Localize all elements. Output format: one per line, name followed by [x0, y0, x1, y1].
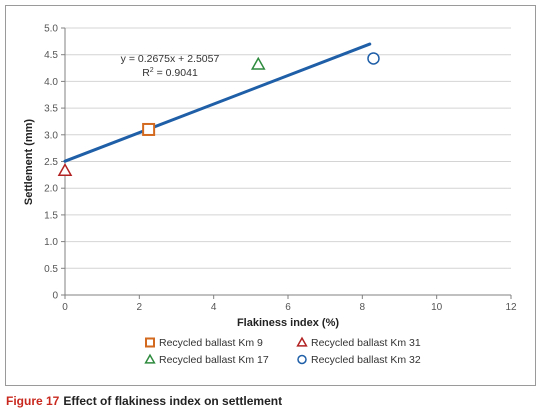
x-tick-labels: 0 2 4 6 8 10 12 — [62, 295, 517, 313]
x-axis-label: Flakiness index (%) — [237, 317, 339, 329]
y-tick-label: 2.5 — [44, 157, 58, 168]
chart: 0 0.5 1.0 1.5 2.0 2.5 3.0 3.5 4.0 4.5 5.0 0 2 4 6 8 10 1… — [23, 24, 517, 367]
x-tick-label: 2 — [137, 302, 143, 313]
x-tick-label: 8 — [360, 302, 366, 313]
r-squared-label: R2 = 0.9041 — [142, 67, 198, 79]
legend-label: Recycled ballast Km 17 — [159, 354, 269, 366]
legend-marker-triangle — [296, 336, 308, 347]
trendline-equation: y = 0.2675x + 2.5057 — [121, 53, 220, 65]
figure-caption: Figure 17 Effect of flakiness index on se… — [6, 394, 282, 408]
y-tick-label: 4.5 — [44, 50, 58, 61]
y-tick-label: 0.5 — [44, 264, 58, 275]
y-tick-label: 5.0 — [44, 24, 58, 35]
x-tick-label: 6 — [285, 302, 291, 313]
legend: Recycled ballast Km 9 Recycled ballast Km… — [144, 336, 421, 366]
data-point-square — [142, 122, 156, 136]
data-point-circle — [367, 52, 380, 65]
trendline — [63, 42, 372, 163]
x-tick-label: 12 — [505, 302, 517, 313]
y-tick-label: 1.0 — [44, 237, 58, 248]
legend-label: Recycled ballast Km 9 — [159, 337, 263, 349]
y-tick-label: 0 — [52, 291, 58, 302]
legend-marker-circle — [297, 354, 307, 365]
x-tick-label: 10 — [431, 302, 443, 313]
y-tick-labels: 0 0.5 1.0 1.5 2.0 2.5 3.0 3.5 4.0 4.5 5.0 — [44, 24, 58, 302]
legend-label: Recycled ballast Km 32 — [311, 354, 421, 366]
figure-number: Figure 17 — [6, 394, 60, 408]
legend-marker-triangle — [144, 353, 156, 364]
figure-title: Effect of flakiness index on settlement — [63, 394, 283, 408]
data-markers — [57, 52, 380, 177]
y-axis-label: Settlement (mm) — [23, 119, 35, 206]
y-tick-label: 2.0 — [44, 184, 58, 195]
figure-frame — [5, 5, 536, 386]
gridlines — [61, 27, 511, 296]
y-tick-label: 3.5 — [44, 104, 58, 115]
y-tick-label: 3.0 — [44, 130, 58, 141]
data-point-triangle — [250, 56, 266, 70]
x-tick-label: 0 — [62, 302, 68, 313]
legend-label: Recycled ballast Km 31 — [311, 337, 421, 349]
y-tick-label: 4.0 — [44, 77, 58, 88]
data-point-triangle — [57, 163, 73, 177]
legend-marker-square — [145, 337, 155, 348]
x-tick-label: 4 — [211, 302, 217, 313]
y-tick-label: 1.5 — [44, 210, 58, 221]
